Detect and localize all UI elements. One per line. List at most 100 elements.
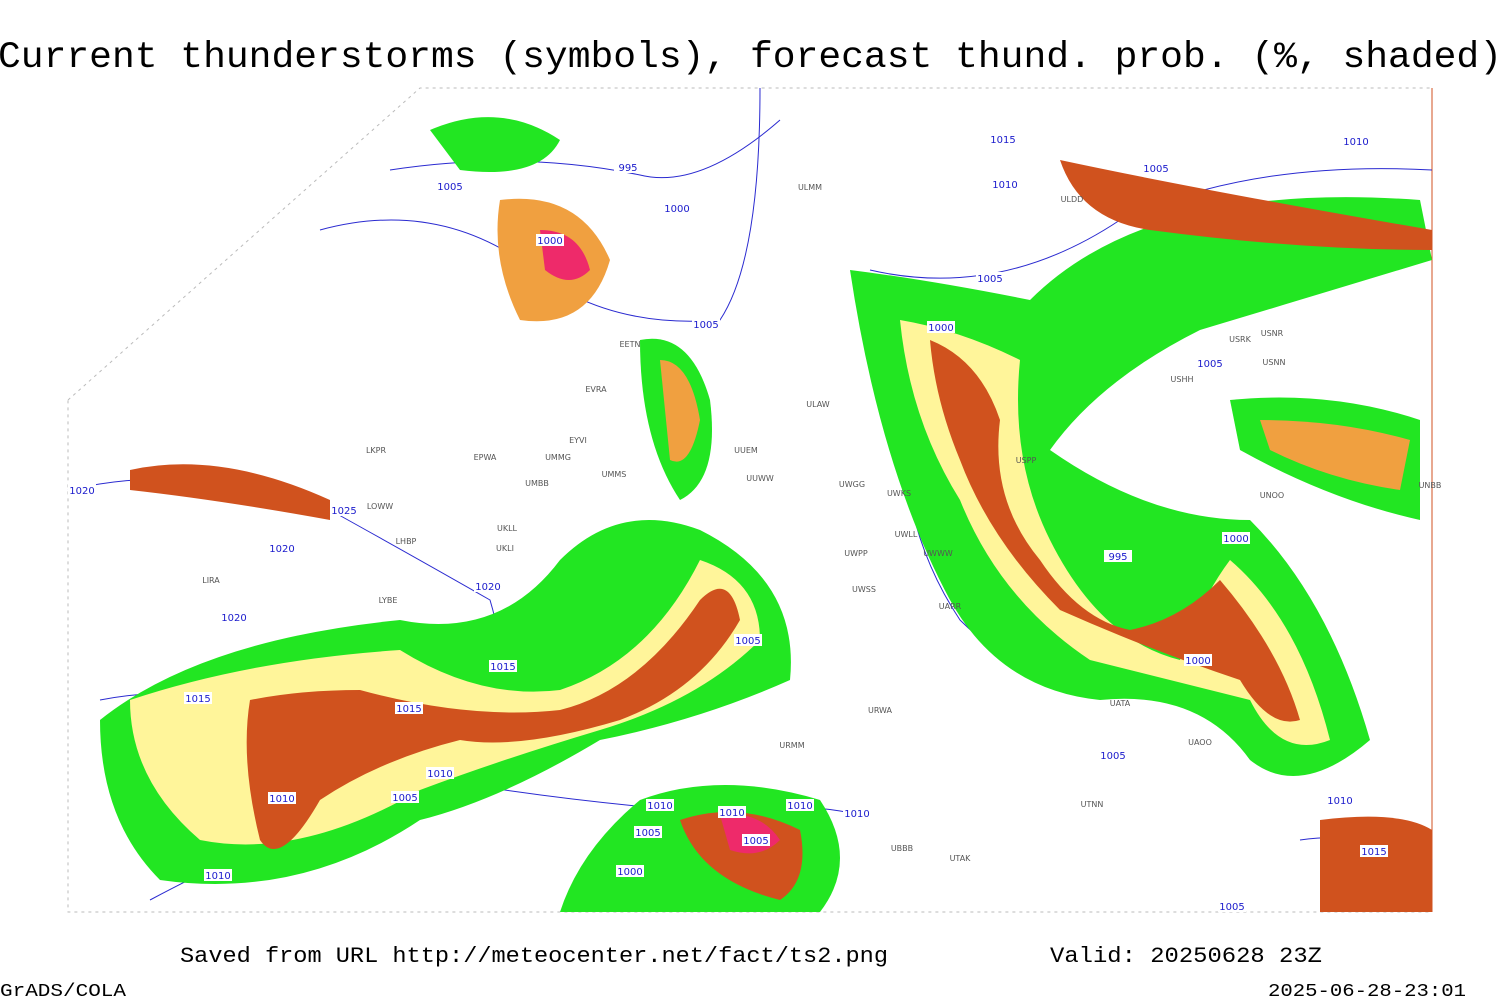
isobar-label: 1005: [977, 274, 1002, 285]
isobar-label-bg: [742, 834, 770, 846]
isobar-label: 1005: [1219, 902, 1244, 913]
isobar-label-bg: [1326, 794, 1354, 806]
isobar-label: 1010: [787, 801, 812, 812]
isobar-label: 1010: [719, 808, 744, 819]
isobar-label: 1010: [1343, 137, 1368, 148]
station-label: UKLL: [497, 524, 518, 533]
station-label: EETN: [620, 340, 641, 349]
isobar-label: 1010: [844, 809, 869, 820]
station-label: LHBP: [396, 537, 417, 546]
isobar-label-bg: [184, 692, 212, 704]
station-label: UWKS: [887, 489, 911, 498]
station-label: URWA: [868, 706, 893, 715]
isobar-label: 1015: [396, 704, 421, 715]
isobar-label-bg: [1184, 654, 1212, 666]
station-label: EYVI: [569, 436, 587, 445]
isobar-label: 1005: [735, 636, 760, 647]
station-label: UKLI: [496, 544, 514, 553]
isobar-label: 1005: [1143, 164, 1168, 175]
isobar-label-bg: [786, 799, 814, 811]
station-label: LYBE: [379, 596, 398, 605]
isobar-label-bg: [536, 234, 564, 246]
station-label: UNOO: [1260, 491, 1284, 500]
isobar-label-bg: [1104, 550, 1132, 562]
isobar-label: 1015: [185, 694, 210, 705]
isobar-label: 1005: [1197, 359, 1222, 370]
station-label: ULAW: [806, 400, 830, 409]
isobar-label-bg: [843, 807, 871, 819]
station-label: USNN: [1263, 358, 1286, 367]
isobar-label-bg: [1342, 135, 1370, 147]
isobar-label: 1020: [475, 582, 500, 593]
station-label: UWLL: [895, 530, 918, 539]
isobar-label: 1015: [1361, 847, 1386, 858]
isobar-label-bg: [616, 865, 644, 877]
station-label: USHH: [1171, 375, 1194, 384]
isobar-label: 1005: [635, 828, 660, 839]
isobar-label: 1010: [205, 871, 230, 882]
isobar-label-bg: [927, 321, 955, 333]
isobar-label: 1000: [537, 236, 562, 247]
station-label: EPWA: [474, 453, 497, 462]
station-labels: ULMM ULDD EETN EVRA ULAW EYVI UMMG LKPR EPWA UUEM…: [202, 183, 1441, 863]
isobar-label: 1005: [392, 793, 417, 804]
station-label: ULDD: [1061, 195, 1084, 204]
station-label: UUWW: [746, 474, 774, 483]
isobar-label-bg: [1142, 162, 1170, 174]
isobar-label-bg: [1218, 900, 1246, 912]
isobar-label: 995: [1108, 552, 1127, 563]
isobar-label: 1005: [693, 320, 718, 331]
isobar-label-bg: [330, 504, 358, 516]
isobar-label-bg: [474, 580, 502, 592]
title: Current thunderstorms (symbols), forecas…: [0, 37, 1500, 79]
isobar-label-bg: [204, 869, 232, 881]
station-label: UTAK: [950, 854, 972, 863]
isobar-label-bg: [68, 484, 96, 496]
isobar-label: 1015: [990, 135, 1015, 146]
isobar-label-bg: [436, 180, 464, 192]
isobar-label: 1000: [1185, 656, 1210, 667]
station-label: UUEM: [734, 446, 758, 455]
station-label: UWWW: [923, 549, 953, 558]
station-label: URMM: [779, 741, 804, 750]
isobar-label-bg: [1360, 845, 1388, 857]
isobar-label-bg: [991, 178, 1019, 190]
valid-time: Valid: 20250628 23Z: [1050, 944, 1322, 969]
timestamp: 2025-06-28-23:01: [1268, 982, 1466, 1000]
isobar-label: 1020: [269, 544, 294, 555]
station-label: UATA: [1110, 699, 1131, 708]
source-url: Saved from URL http://meteocenter.net/fa…: [180, 944, 888, 969]
isobar-label-bg: [976, 272, 1004, 284]
isobar-labels: 995 1005 1000 1000 1005 1015 1010 1005 1010 1005 1…: [68, 133, 1388, 913]
isobar-label-bg: [391, 791, 419, 803]
isobar-label-bg: [268, 542, 296, 554]
isobar-label: 1005: [437, 182, 462, 193]
station-label: LKPR: [366, 446, 387, 455]
isobar-label: 1000: [617, 867, 642, 878]
station-label: UWSS: [852, 585, 876, 594]
isobar-label: 1010: [1327, 796, 1352, 807]
software: GrADS/COLA: [0, 982, 126, 1000]
station-label: EVRA: [585, 385, 607, 394]
isobar-label-bg: [395, 702, 423, 714]
station-label: UWGG: [839, 480, 865, 489]
isobar-label: 1010: [647, 801, 672, 812]
station-label: USPP: [1016, 456, 1037, 465]
map-area: 995 1005 1000 1000 1005 1015 1010 1005 1010 1005 1…: [67, 87, 1441, 913]
station-label: LIRA: [202, 576, 220, 585]
isobar-label-bg: [1099, 749, 1127, 761]
station-label: UTNN: [1081, 800, 1104, 809]
isobar-label: 1015: [490, 662, 515, 673]
isobar-label: 1020: [221, 613, 246, 624]
isobar-label: 1005: [1100, 751, 1125, 762]
station-label: UMMS: [602, 470, 627, 479]
isobar-label: 1005: [743, 836, 768, 847]
station-label: UWPP: [844, 549, 868, 558]
isobar-label-bg: [989, 133, 1017, 145]
station-label: UARR: [939, 602, 962, 611]
isobar-label-bg: [663, 202, 691, 214]
isobar-label-bg: [692, 318, 720, 330]
station-label: UAOO: [1188, 738, 1212, 747]
isobar-label: 1010: [269, 794, 294, 805]
